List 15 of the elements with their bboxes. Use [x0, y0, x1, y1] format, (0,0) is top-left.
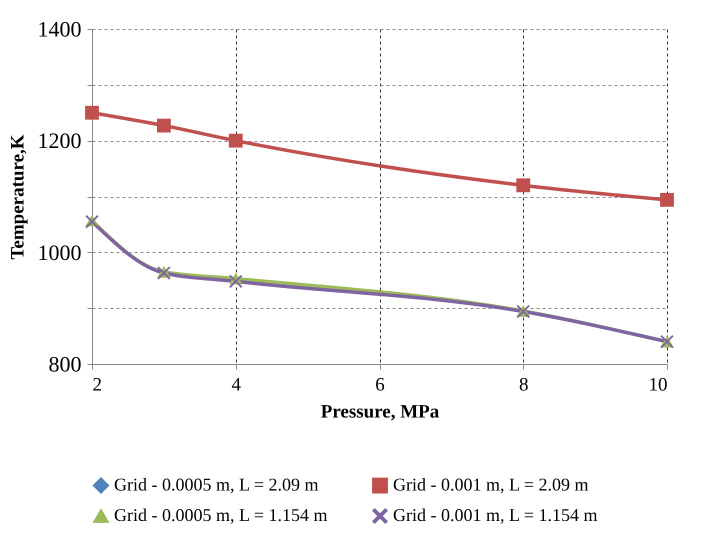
legend-label: Grid - 0.001 m, L = 2.09 m	[393, 474, 588, 495]
y-tick-label: 1200	[38, 128, 82, 154]
x-tick-label: 4	[232, 374, 242, 396]
legend-label: Grid - 0.0005 m, L = 2.09 m	[114, 474, 318, 494]
x-tick-label: 8	[519, 374, 528, 396]
x-tick-label: 6	[375, 374, 385, 396]
y-tick-label: 800	[48, 352, 82, 376]
x-axis-title: Pressure, MPa	[320, 402, 440, 422]
x-tick-label: 2	[92, 374, 102, 396]
y-tick-label: 1400	[38, 16, 82, 42]
y-axis-title: Temperature,K	[8, 134, 28, 260]
legend-label: Grid - 0.0005 m, L = 1.154 m	[114, 505, 328, 525]
y-tick-label: 1000	[38, 240, 82, 265]
x-tick-label: 10	[648, 374, 668, 396]
legend-label: Grid - 0.001 m, L = 1.154 m	[393, 505, 598, 525]
